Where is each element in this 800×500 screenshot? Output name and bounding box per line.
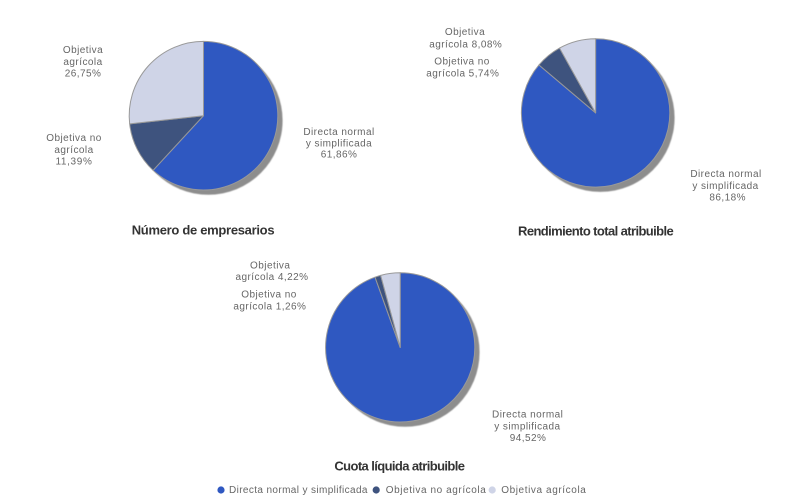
svg-text:Directa normal: Directa normal <box>492 410 563 421</box>
svg-text:26,75%: 26,75% <box>65 68 102 79</box>
svg-text:Objetiva: Objetiva <box>250 261 290 272</box>
svg-text:Objetiva: Objetiva <box>63 45 103 56</box>
svg-text:agrícola 4,22%: agrícola 4,22% <box>235 272 308 283</box>
svg-text:Objetiva: Objetiva <box>445 27 485 38</box>
svg-text:Directa normal y simplificada: Directa normal y simplificada <box>229 485 368 496</box>
svg-text:agrícola: agrícola <box>54 145 93 156</box>
svg-text:94,52%: 94,52% <box>510 433 547 444</box>
svg-text:y simplificada: y simplificada <box>692 181 758 192</box>
svg-text:86,18%: 86,18% <box>709 193 746 204</box>
svg-text:y simplificada: y simplificada <box>306 138 372 149</box>
svg-text:agrícola 8,08%: agrícola 8,08% <box>429 40 502 51</box>
svg-text:Objetiva no: Objetiva no <box>46 133 102 144</box>
svg-text:Objetiva no: Objetiva no <box>434 57 490 68</box>
svg-text:y simplificada: y simplificada <box>494 421 560 432</box>
svg-text:Objetiva no agrícola: Objetiva no agrícola <box>386 485 487 496</box>
svg-text:Objetiva no: Objetiva no <box>241 290 297 301</box>
svg-text:Directa normal: Directa normal <box>303 127 374 138</box>
svg-text:Directa normal: Directa normal <box>690 169 761 180</box>
svg-text:agrícola 5,74%: agrícola 5,74% <box>426 69 499 80</box>
svg-text:Rendimiento total atribuible: Rendimiento total atribuible <box>518 224 673 239</box>
svg-text:agrícola: agrícola <box>63 57 102 68</box>
svg-text:61,86%: 61,86% <box>321 149 358 160</box>
svg-text:Objetiva agrícola: Objetiva agrícola <box>501 485 586 496</box>
svg-text:11,39%: 11,39% <box>55 156 92 167</box>
svg-text:agrícola 1,26%: agrícola 1,26% <box>233 302 306 313</box>
svg-text:Cuota líquida atribuible: Cuota líquida atribuible <box>334 459 464 474</box>
svg-text:Número de empresarios: Número de empresarios <box>132 223 275 238</box>
